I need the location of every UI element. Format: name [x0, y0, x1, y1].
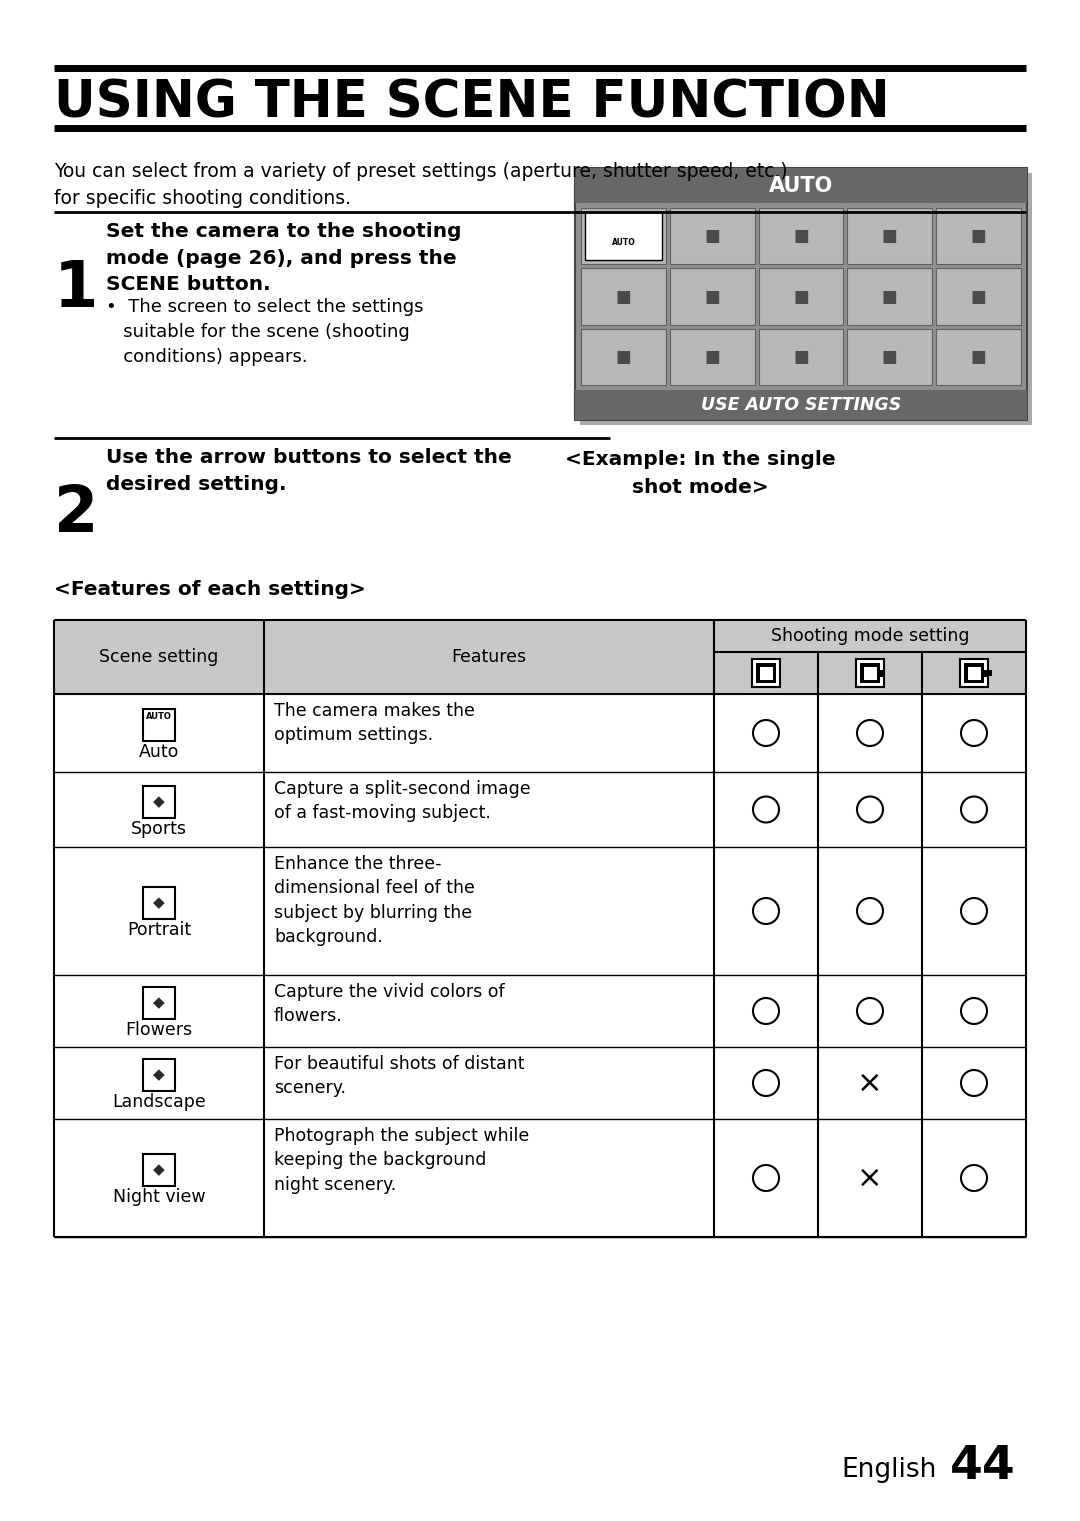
Text: Flowers: Flowers — [125, 1021, 192, 1039]
Text: AUTO: AUTO — [146, 712, 172, 721]
Text: ■: ■ — [616, 287, 632, 306]
Bar — [960, 659, 988, 687]
Text: English: English — [841, 1457, 936, 1483]
Text: ■: ■ — [971, 348, 986, 367]
Bar — [575, 167, 1027, 202]
Bar — [581, 329, 665, 385]
Bar — [864, 666, 877, 680]
Text: The camera makes the
optimum settings.: The camera makes the optimum settings. — [274, 703, 475, 744]
Text: USE AUTO SETTINGS: USE AUTO SETTINGS — [701, 395, 901, 414]
Bar — [936, 329, 1021, 385]
Bar — [670, 268, 755, 324]
Bar — [968, 666, 981, 680]
Text: ■: ■ — [882, 348, 897, 367]
Text: AUTO: AUTO — [769, 176, 833, 196]
Bar — [143, 987, 175, 1019]
Text: USING THE SCENE FUNCTION: USING THE SCENE FUNCTION — [54, 79, 890, 129]
Text: ■: ■ — [793, 227, 809, 245]
Text: Sports: Sports — [131, 820, 187, 838]
Text: ×: × — [858, 1164, 882, 1192]
Bar — [670, 329, 755, 385]
Bar — [982, 669, 988, 677]
Bar — [575, 389, 1027, 420]
Text: ◆: ◆ — [153, 996, 165, 1010]
Text: Capture a split-second image
of a fast-moving subject.: Capture a split-second image of a fast-m… — [274, 780, 530, 823]
Bar — [758, 208, 843, 265]
Text: ■: ■ — [704, 348, 720, 367]
Bar — [670, 208, 755, 265]
Text: ■: ■ — [704, 287, 720, 306]
Bar — [143, 1059, 175, 1091]
Bar — [758, 329, 843, 385]
Bar — [143, 1154, 175, 1186]
Text: ■: ■ — [616, 348, 632, 367]
Text: You can select from a variety of preset settings (aperture, shutter speed, etc.): You can select from a variety of preset … — [54, 163, 787, 207]
Bar — [756, 663, 777, 683]
Text: 44: 44 — [950, 1443, 1016, 1489]
Bar — [143, 887, 175, 919]
Bar — [936, 208, 1021, 265]
Text: Photograph the subject while
keeping the background
night scenery.: Photograph the subject while keeping the… — [274, 1127, 529, 1194]
Text: Landscape: Landscape — [112, 1094, 206, 1110]
Text: 1: 1 — [54, 259, 98, 319]
Text: <Features of each setting>: <Features of each setting> — [54, 580, 366, 599]
Bar — [143, 709, 175, 741]
Bar — [581, 208, 665, 265]
Text: <Example: In the single
shot mode>: <Example: In the single shot mode> — [565, 450, 835, 497]
Text: ◆: ◆ — [153, 1162, 165, 1177]
Bar — [878, 669, 883, 677]
Text: •  The screen to select the settings
   suitable for the scene (shooting
   cond: • The screen to select the settings suit… — [106, 298, 423, 367]
Text: Use the arrow buttons to select the
desired setting.: Use the arrow buttons to select the desi… — [106, 449, 512, 493]
Bar — [585, 211, 662, 260]
Text: Night view: Night view — [112, 1188, 205, 1206]
Text: ■: ■ — [793, 348, 809, 367]
Text: Enhance the three-
dimensional feel of the
subject by blurring the
background.: Enhance the three- dimensional feel of t… — [274, 855, 475, 946]
Bar — [575, 167, 1027, 420]
Bar — [848, 208, 932, 265]
Text: Features: Features — [451, 648, 527, 666]
Text: Shooting mode setting: Shooting mode setting — [771, 627, 969, 645]
Bar — [860, 663, 880, 683]
Bar — [759, 666, 772, 680]
Bar — [856, 659, 885, 687]
Text: For beautiful shots of distant
scenery.: For beautiful shots of distant scenery. — [274, 1056, 525, 1097]
Text: 2: 2 — [54, 484, 98, 545]
Text: ■: ■ — [971, 287, 986, 306]
Bar — [752, 659, 780, 687]
Text: ×: × — [858, 1068, 882, 1098]
Bar — [848, 329, 932, 385]
Text: ◆: ◆ — [153, 794, 165, 809]
Text: Portrait: Portrait — [127, 922, 191, 938]
Text: ■: ■ — [704, 227, 720, 245]
Text: ■: ■ — [882, 227, 897, 245]
Text: Auto: Auto — [139, 742, 179, 760]
Bar — [988, 669, 993, 675]
Text: Capture the vivid colors of
flowers.: Capture the vivid colors of flowers. — [274, 983, 504, 1025]
Text: Scene setting: Scene setting — [99, 648, 218, 666]
Bar — [581, 268, 665, 324]
Text: ◆: ◆ — [153, 896, 165, 911]
Text: ◆: ◆ — [153, 1068, 165, 1083]
Bar — [143, 785, 175, 817]
Text: ■: ■ — [882, 287, 897, 306]
Text: ■: ■ — [793, 287, 809, 306]
Bar — [54, 621, 1026, 694]
Text: AUTO: AUTO — [611, 239, 635, 248]
Text: Set the camera to the shooting
mode (page 26), and press the
SCENE button.: Set the camera to the shooting mode (pag… — [106, 222, 461, 294]
Bar — [964, 663, 984, 683]
Bar — [758, 268, 843, 324]
Bar — [848, 268, 932, 324]
Bar — [580, 173, 1032, 424]
Bar — [936, 268, 1021, 324]
Text: ■: ■ — [971, 227, 986, 245]
